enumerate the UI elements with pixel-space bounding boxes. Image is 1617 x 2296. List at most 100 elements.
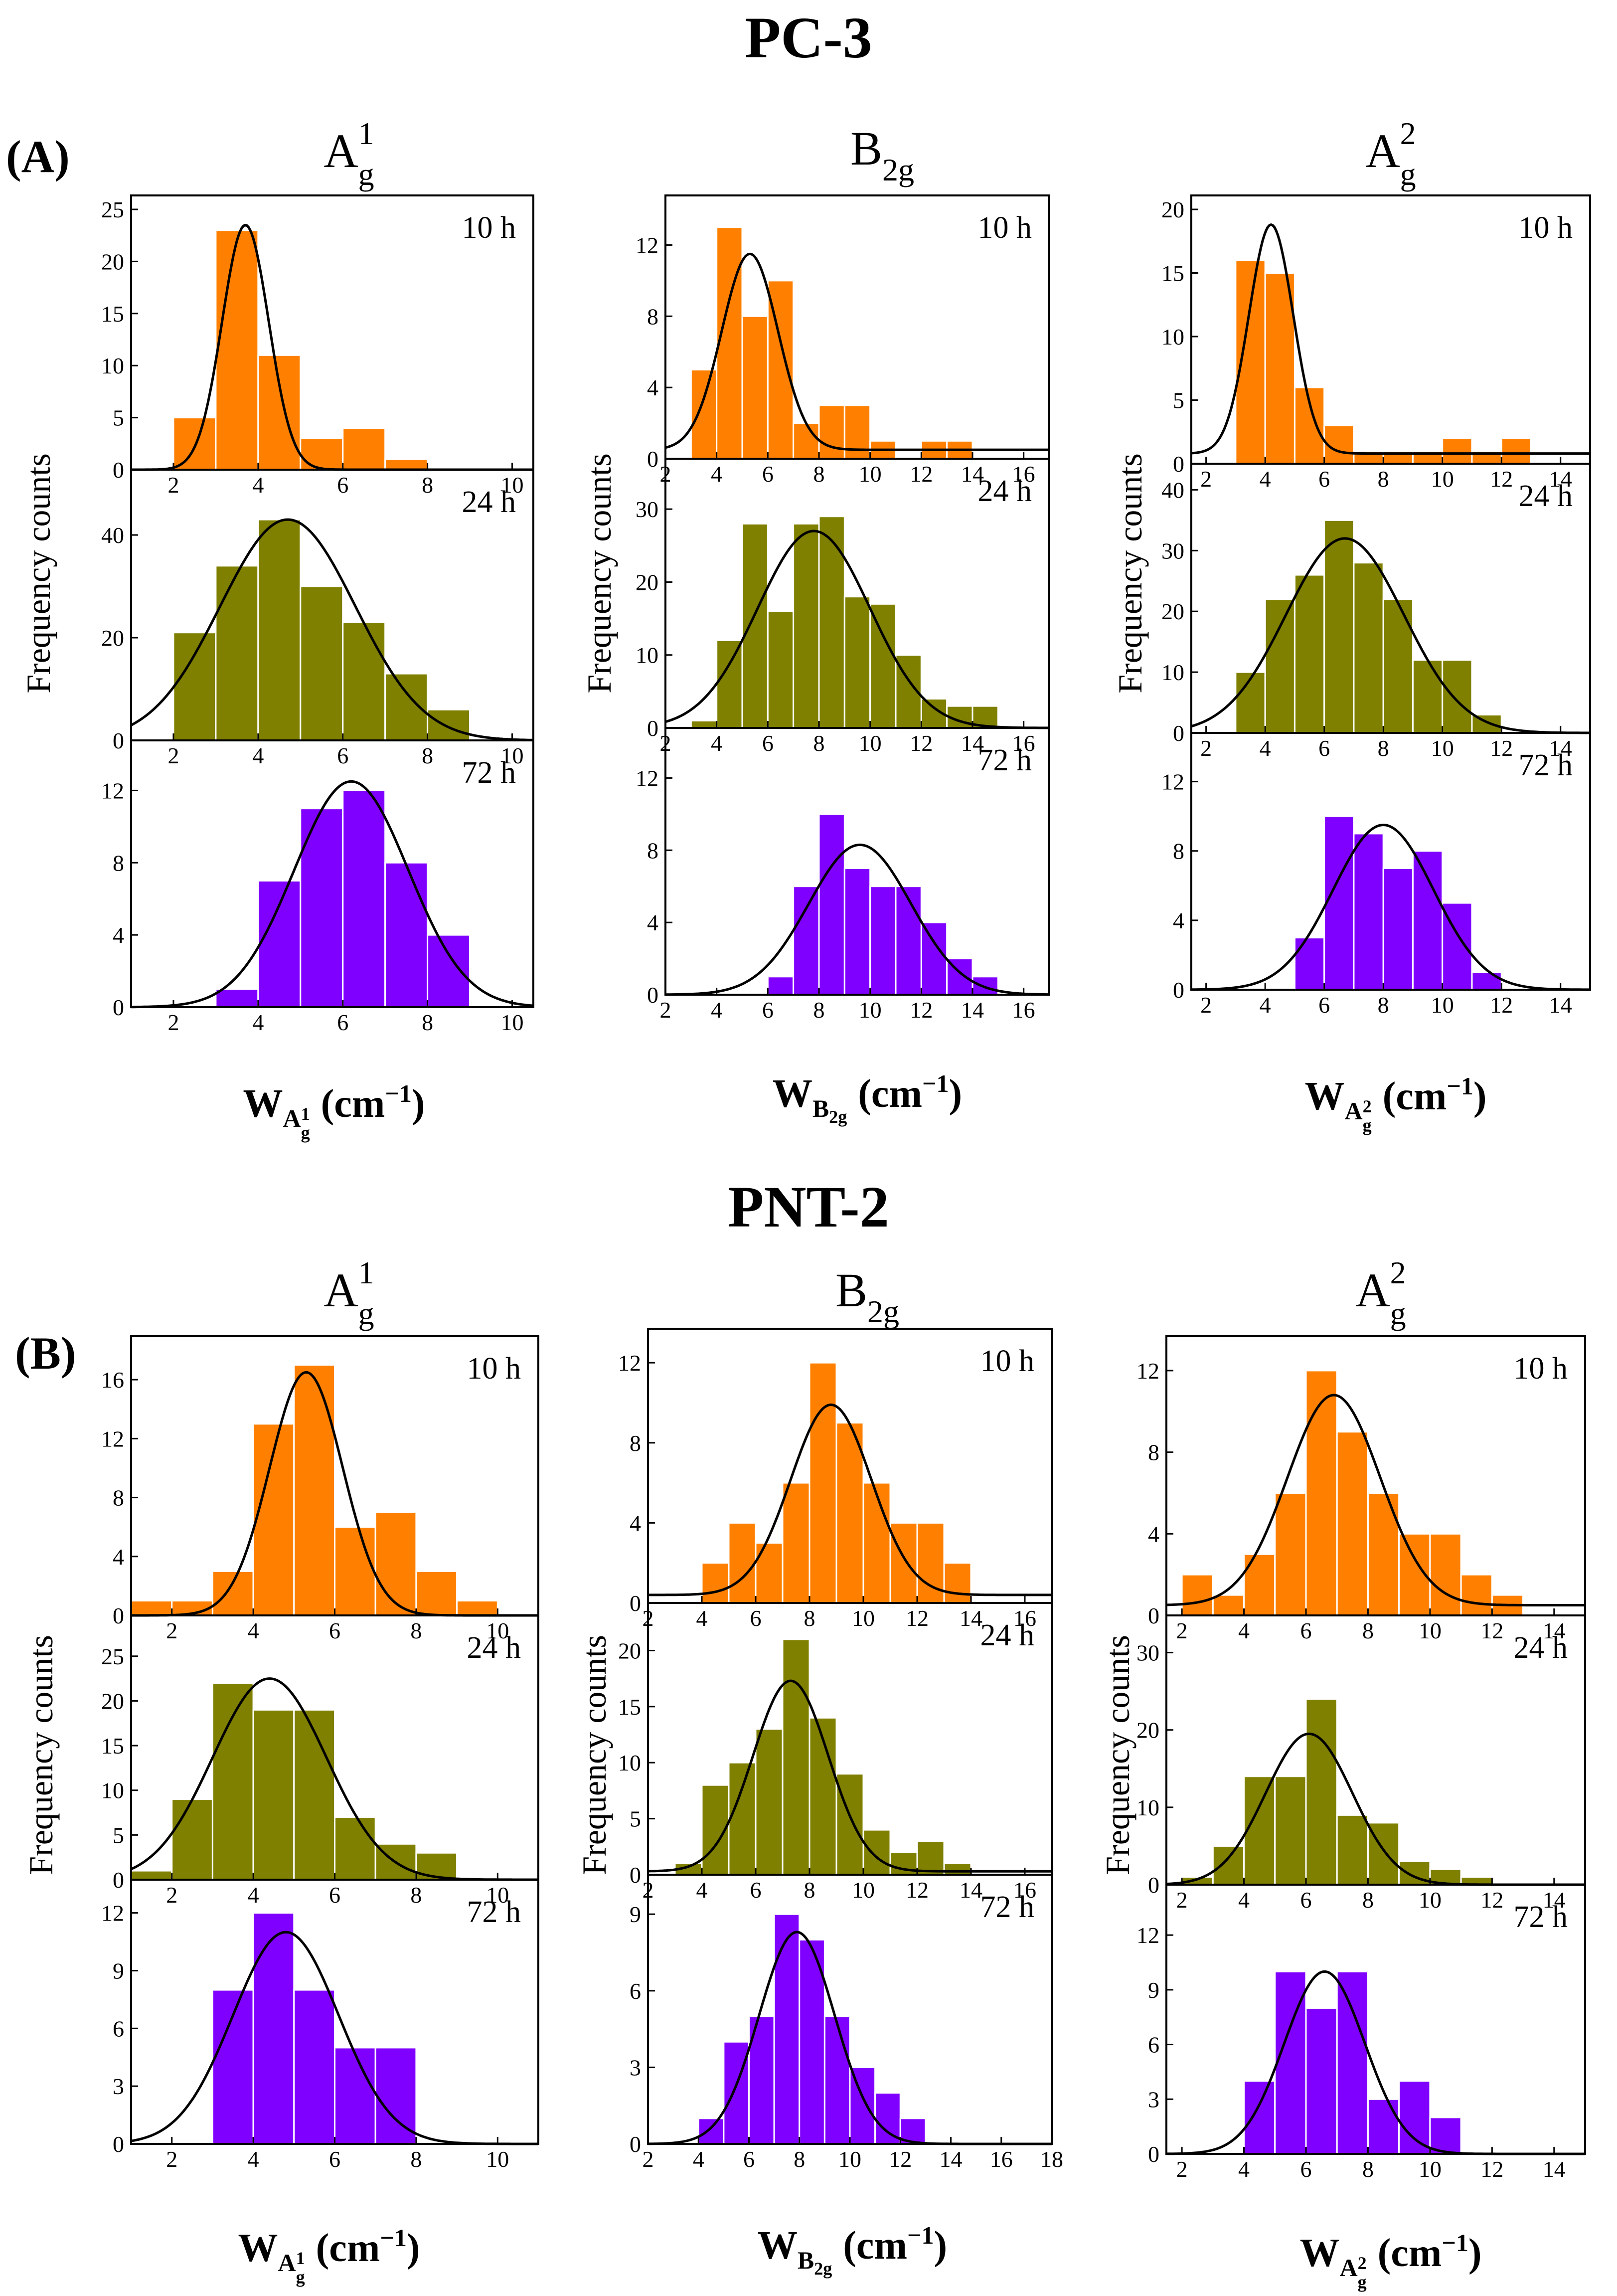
x-tick-label: 2 <box>1200 466 1212 492</box>
y-tick-label: 20 <box>1161 197 1184 222</box>
gaussian-fit-line <box>131 780 534 1009</box>
histogram-bar <box>818 516 845 729</box>
y-tick-label: 0 <box>113 1603 124 1628</box>
x-tick-label: 2 <box>166 1882 177 1908</box>
y-tick-label: 4 <box>1148 1521 1159 1547</box>
x-tick-label: 12 <box>1490 992 1513 1018</box>
y-tick-label: 0 <box>1173 720 1184 746</box>
x-tick-label: 6 <box>337 743 348 768</box>
histogram-bar <box>1382 868 1414 991</box>
time-label: 72 h <box>978 743 1032 777</box>
y-tick-label: 0 <box>113 995 124 1020</box>
time-label: 24 h <box>467 1631 521 1665</box>
x-tick-label: 4 <box>1260 466 1271 492</box>
y-tick-label: 12 <box>101 1901 124 1926</box>
x-tick-label: 14 <box>961 730 984 756</box>
histogram-bar <box>1336 1970 1369 2155</box>
histogram-bar <box>843 868 871 996</box>
y-tick-label: 0 <box>630 1862 641 1888</box>
y-tick-label: 8 <box>647 304 658 329</box>
x-tick-label: 4 <box>1238 1618 1250 1643</box>
x-tick-label: 10 <box>859 461 882 487</box>
histogram-bar <box>1367 2098 1400 2155</box>
x-tick-label: 16 <box>1012 730 1035 756</box>
x-tick-label: 10 <box>1419 1618 1442 1643</box>
y-tick-label: 40 <box>1161 477 1184 503</box>
y-tick-label: 9 <box>113 1958 124 1983</box>
histogram-bar <box>300 585 344 741</box>
x-tick-label: 4 <box>1238 2156 1250 2182</box>
y-tick-label: 0 <box>1148 1872 1159 1898</box>
column-title-a-2: B2g <box>850 122 914 187</box>
y-tick-label: 0 <box>647 715 658 741</box>
x-tick-label: 8 <box>804 1877 815 1903</box>
histogram-bar <box>874 2092 901 2145</box>
x-tick-label: 4 <box>711 461 722 487</box>
histogram-bar <box>293 1364 335 1616</box>
histogram-bar <box>818 404 845 460</box>
histogram-bar <box>701 1562 730 1604</box>
histogram-bar <box>767 610 795 729</box>
y-tick-label: 3 <box>1148 2087 1159 2112</box>
x-tick-label: 8 <box>1362 1618 1374 1643</box>
x-tick-label: 12 <box>910 461 933 487</box>
histogram-bar <box>793 422 820 460</box>
histogram-panel: 2 4 6 8 10 0 4 8 12 16 10 h <box>101 1335 539 1643</box>
histogram-bar <box>1471 713 1502 734</box>
histogram-bar <box>741 523 769 729</box>
y-axis-label-a-3: Frequency counts <box>1111 453 1149 694</box>
x-tick-label: 10 <box>1431 466 1454 492</box>
histogram-bar <box>415 1570 458 1616</box>
plot-frame <box>1190 732 1591 991</box>
gaussian-fit-line <box>1191 537 1590 734</box>
histogram-panel: 2 4 6 8 10 12 14 16 18 0 3 6 9 72 h <box>630 1874 1063 2172</box>
y-tick-label: 0 <box>1148 1603 1159 1628</box>
y-axis-label-b-1: Frequency counts <box>22 1635 60 1875</box>
x-tick-label: 4 <box>1260 992 1271 1018</box>
time-label: 72 h <box>462 756 516 790</box>
y-tick-label: 15 <box>618 1694 641 1720</box>
x-tick-label: 12 <box>1490 466 1513 492</box>
histogram-bar <box>782 1482 810 1604</box>
histogram-bar <box>1243 2080 1276 2155</box>
x-tick-label: 10 <box>501 743 524 768</box>
x-tick-label: 10 <box>501 472 524 498</box>
histogram-bar <box>920 921 948 996</box>
y-tick-label: 30 <box>1161 538 1184 563</box>
histogram-bar <box>211 1570 254 1616</box>
histogram-bar <box>257 354 302 471</box>
time-label: 24 h <box>1514 1631 1568 1665</box>
y-tick-label: 0 <box>630 2131 641 2157</box>
histogram-bar <box>1442 659 1473 734</box>
histogram-bar <box>1235 671 1266 734</box>
y-tick-label: 10 <box>101 353 124 378</box>
y-tick-label: 0 <box>113 728 124 753</box>
histogram-bar <box>1500 437 1532 465</box>
y-tick-label: 5 <box>113 405 124 431</box>
x-tick-label: 14 <box>940 2146 963 2172</box>
time-label: 72 h <box>467 1895 521 1929</box>
histogram-panel: 2 4 6 8 10 0 5 10 15 20 25 10 h <box>101 194 534 498</box>
histogram-bar <box>755 1542 784 1604</box>
x-tick-label: 10 <box>852 1877 875 1903</box>
y-tick-label: 30 <box>636 497 658 522</box>
x-tick-label: 2 <box>167 1010 179 1035</box>
x-tick-label: 4 <box>711 997 722 1023</box>
y-tick-label: 9 <box>630 1902 641 1927</box>
x-tick-label: 10 <box>1431 735 1454 761</box>
x-tick-label: 2 <box>1200 735 1212 761</box>
y-tick-label: 25 <box>101 1644 124 1669</box>
histogram-bar <box>889 1522 918 1604</box>
histogram-bar <box>293 1989 335 2145</box>
y-tick-label: 15 <box>101 1733 124 1759</box>
x-axis-label-a-1: WA1 g(cm−1) <box>243 1079 425 1143</box>
histogram-bar <box>1243 1775 1276 1886</box>
histogram-bar <box>252 1912 295 2145</box>
y-tick-label: 20 <box>101 625 124 651</box>
time-label: 10 h <box>462 211 516 245</box>
x-tick-label: 10 <box>838 2146 861 2172</box>
y-tick-label: 12 <box>101 778 124 803</box>
x-tick-label: 12 <box>906 1877 929 1903</box>
